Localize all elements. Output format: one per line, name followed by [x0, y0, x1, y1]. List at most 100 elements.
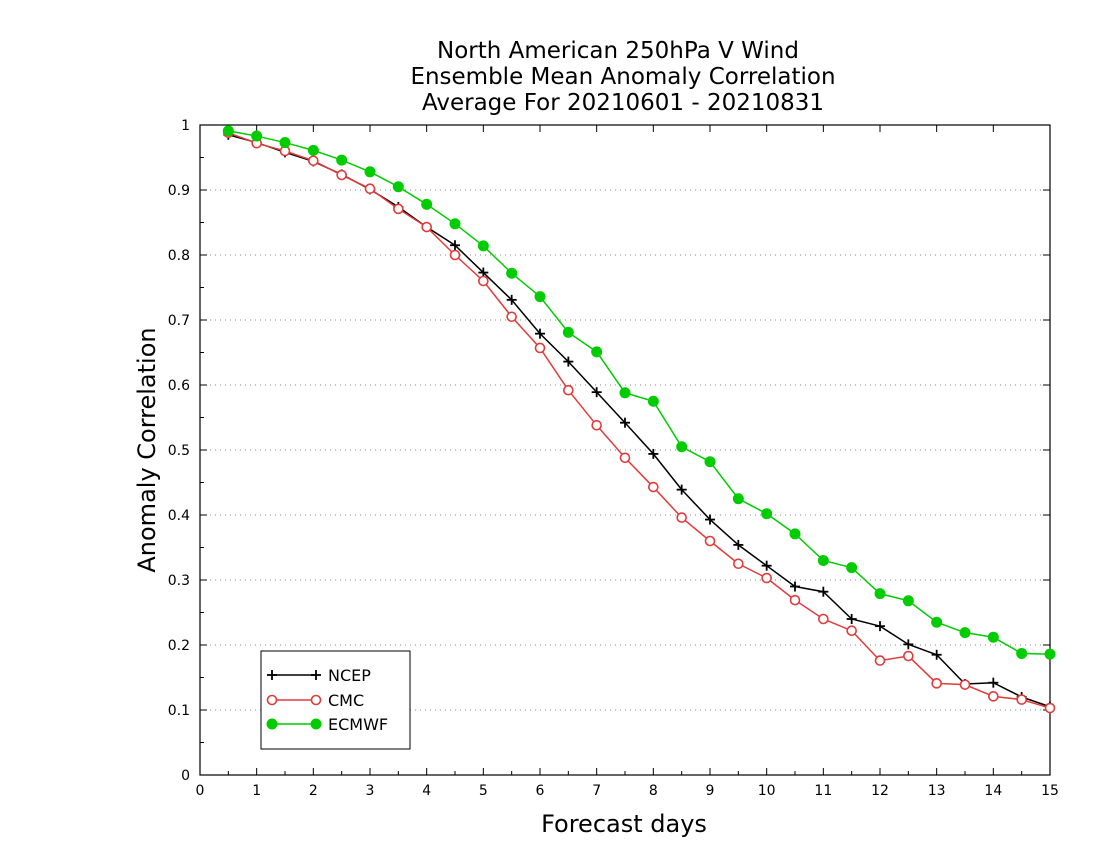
point-cmc-27 — [988, 691, 999, 702]
point-ncep-21 — [818, 586, 829, 597]
point-cmc-12 — [563, 384, 574, 396]
legend-marker-end — [311, 670, 321, 680]
y-axis: 0 0.1 0.2 0.3 0.4 0.5 0.6 0.7 0.8 0.9 1 — [168, 118, 1050, 784]
point-cmc-3 — [308, 155, 319, 167]
legend-item-ecmwf: ECMWF — [266, 715, 388, 734]
point-ecmwf-16 — [676, 441, 688, 453]
x-tick-label-12: 12 — [871, 783, 889, 799]
point-ecmwf-15 — [647, 395, 659, 407]
y-tick-label-7: 0.7 — [168, 313, 190, 329]
legend-marker-start — [266, 718, 278, 730]
point-ecmwf-9 — [477, 240, 489, 252]
point-cmc-23 — [874, 655, 886, 666]
x-tick-label-13: 13 — [928, 783, 946, 799]
x-tick-label-3: 3 — [366, 783, 375, 799]
chart-title-line-2: Ensemble Mean Anomaly Correlation — [410, 64, 835, 90]
point-ecmwf-26 — [959, 627, 971, 639]
y-tick-label-10: 1 — [181, 118, 190, 134]
series-line-cmc — [228, 132, 1051, 709]
point-ncep-15 — [648, 448, 659, 459]
point-cmc-4 — [336, 169, 347, 181]
series-ecmwf — [222, 125, 1056, 660]
point-ecmwf-0 — [222, 125, 234, 137]
x-tick-label-4: 4 — [422, 783, 431, 799]
y-tick-label-9: 0.9 — [168, 183, 190, 199]
point-ncep-10 — [506, 294, 517, 305]
point-cmc-11 — [534, 342, 546, 354]
y-tick-label-3: 0.3 — [168, 573, 190, 589]
point-cmc-13 — [591, 419, 602, 431]
y-axis-label: Anomaly Correlation — [133, 327, 161, 572]
point-ecmwf-22 — [846, 562, 858, 574]
x-tick-label-2: 2 — [309, 783, 318, 799]
point-cmc-17 — [704, 535, 716, 547]
point-ncep-27 — [988, 677, 999, 688]
point-ncep-16 — [676, 484, 687, 495]
series-line-ecmwf — [228, 130, 1051, 655]
x-tick-label-8: 8 — [649, 783, 658, 799]
y-tick-label-6: 0.6 — [168, 378, 190, 394]
y-tick-label-8: 0.8 — [168, 248, 190, 264]
x-axis-label: Forecast days — [541, 810, 707, 838]
point-ecmwf-1 — [251, 130, 263, 142]
point-ecmwf-10 — [506, 267, 518, 279]
series-cmc — [223, 127, 1056, 714]
point-cmc-26 — [959, 679, 971, 690]
point-ncep-25 — [931, 649, 942, 660]
point-ecmwf-18 — [732, 493, 744, 505]
point-ecmwf-21 — [817, 555, 829, 566]
point-ecmwf-8 — [449, 218, 461, 230]
point-cmc-15 — [648, 481, 659, 493]
x-tick-label-5: 5 — [479, 783, 488, 799]
y-tick-label-4: 0.4 — [168, 508, 190, 524]
x-tick-label-6: 6 — [536, 783, 545, 799]
legend-marker-end — [310, 718, 322, 730]
point-ncep-12 — [563, 356, 574, 367]
legend-label-ecmwf: ECMWF — [328, 715, 388, 734]
point-cmc-9 — [478, 275, 489, 287]
point-ecmwf-25 — [931, 616, 943, 628]
legend-item-cmc: CMC — [266, 691, 364, 710]
point-ecmwf-20 — [789, 528, 801, 540]
point-cmc-7 — [421, 221, 432, 233]
chart-title-line-1: North American 250hPa V Wind — [437, 38, 799, 64]
point-cmc-29 — [1044, 702, 1056, 714]
legend-label-cmc: CMC — [328, 691, 364, 710]
legend-marker-start — [267, 670, 277, 680]
series-layer — [222, 125, 1056, 714]
point-ecmwf-19 — [761, 508, 773, 520]
x-tick-label-11: 11 — [814, 783, 832, 799]
point-ecmwf-7 — [421, 198, 433, 210]
point-ncep-14 — [620, 417, 630, 428]
point-cmc-28 — [1016, 694, 1027, 705]
legend-item-ncep: NCEP — [267, 666, 371, 685]
point-ecmwf-28 — [1016, 647, 1028, 659]
point-cmc-22 — [846, 625, 857, 637]
point-cmc-14 — [619, 452, 631, 464]
x-tick-label-7: 7 — [592, 783, 601, 799]
point-ncep-22 — [846, 614, 857, 624]
point-ecmwf-4 — [336, 154, 348, 166]
point-ncep-19 — [761, 560, 772, 571]
point-ncep-24 — [903, 639, 914, 650]
y-tick-label-0: 0 — [181, 768, 190, 784]
point-cmc-6 — [393, 203, 404, 215]
point-cmc-21 — [818, 613, 829, 625]
point-ecmwf-11 — [534, 291, 546, 303]
point-ncep-8 — [450, 240, 460, 251]
point-cmc-20 — [789, 594, 801, 606]
y-tick-label-5: 0.5 — [168, 443, 190, 459]
point-ecmwf-2 — [279, 137, 291, 149]
point-ecmwf-12 — [562, 326, 574, 338]
point-ecmwf-27 — [987, 631, 999, 643]
x-tick-label-0: 0 — [196, 783, 205, 799]
point-cmc-19 — [761, 572, 772, 584]
chart-title-line-3: Average For 20210601 - 20210831 — [422, 90, 824, 116]
point-cmc-16 — [676, 512, 687, 523]
y-tick-label-1: 0.1 — [168, 703, 190, 719]
y-tick-label-2: 0.2 — [168, 638, 190, 654]
point-cmc-18 — [733, 558, 744, 570]
point-ecmwf-13 — [591, 346, 603, 358]
point-cmc-24 — [903, 650, 914, 662]
